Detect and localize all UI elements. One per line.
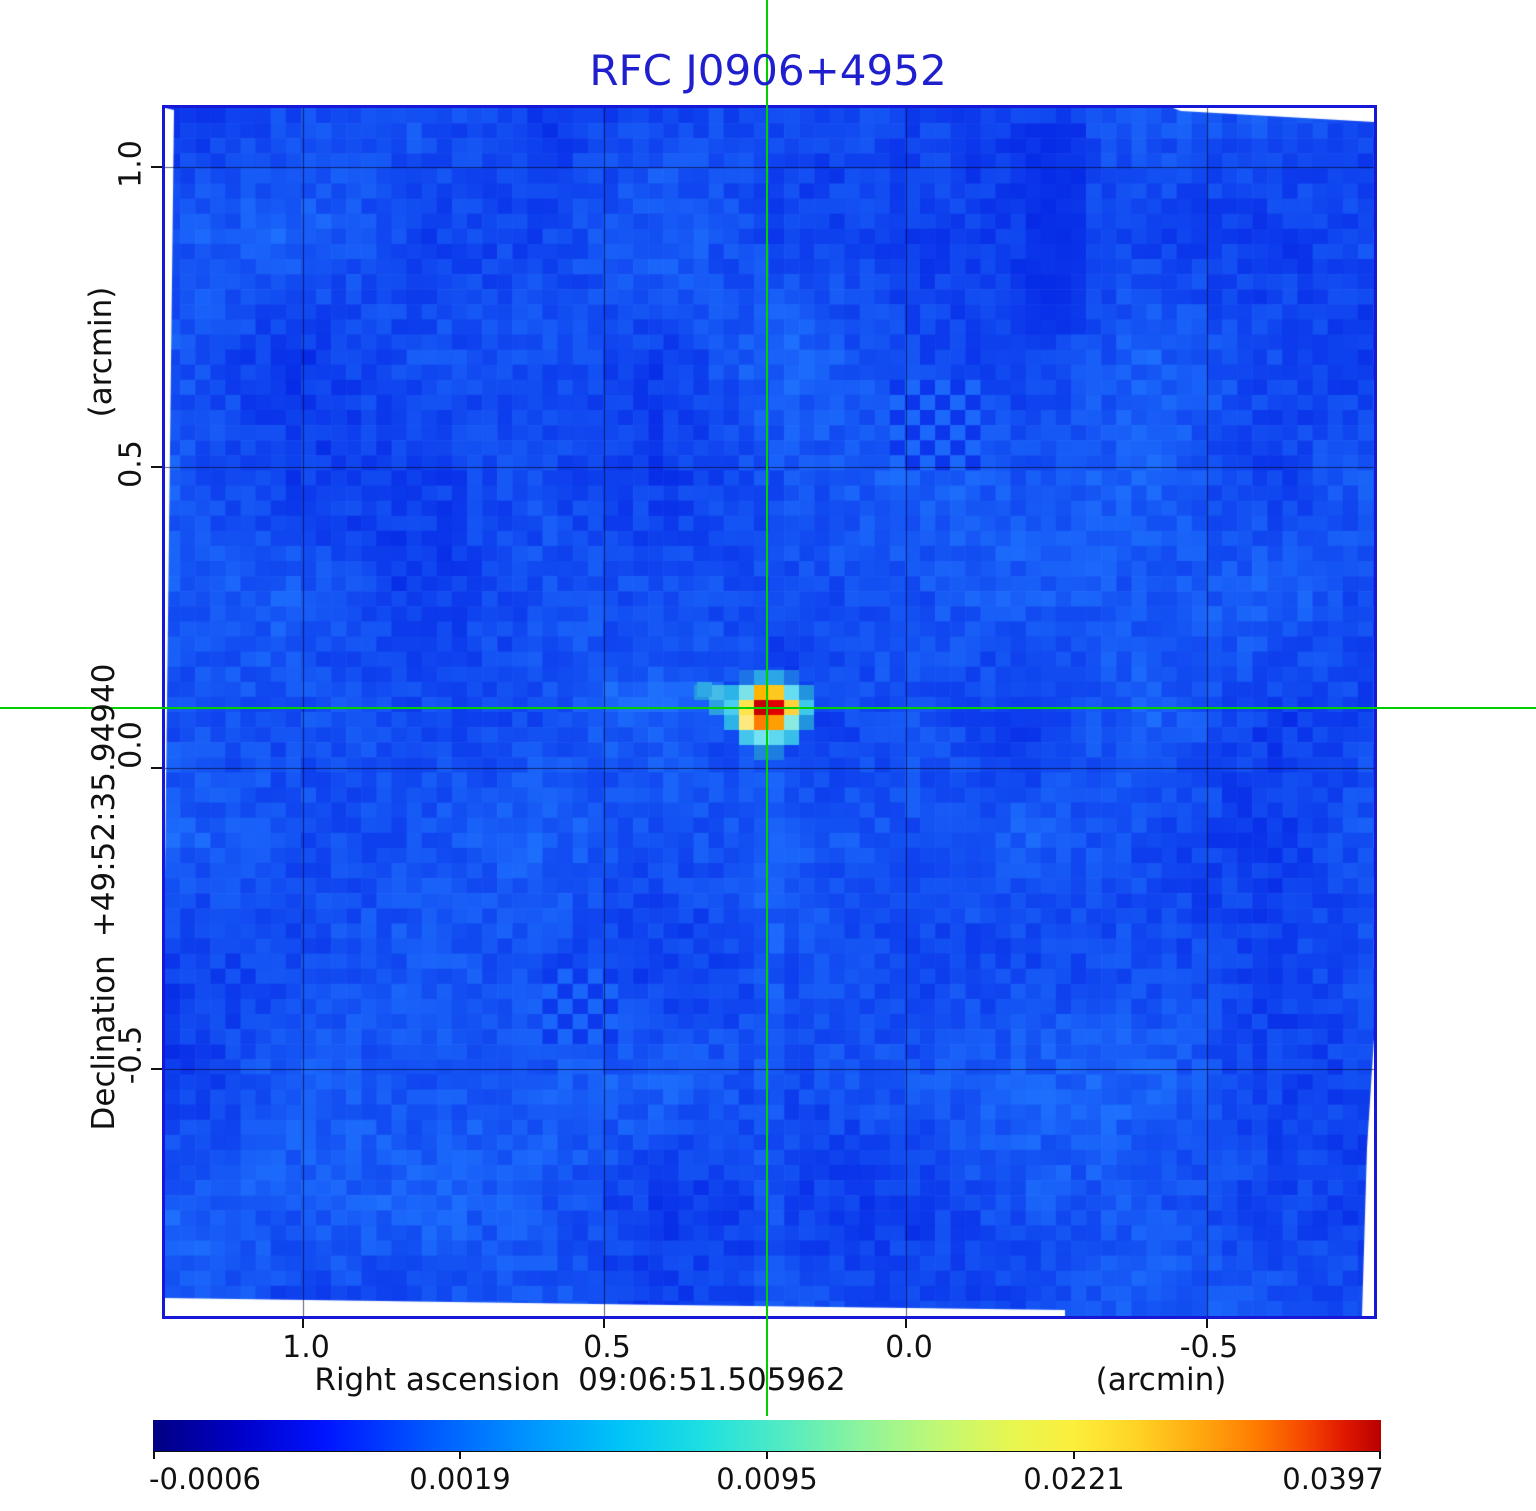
x-axis-label: Right ascension 09:06:51.505962 [314,1362,845,1398]
colorbar-tick [766,1452,768,1459]
crosshair-horizontal-line [0,707,1536,709]
x-axis-tick [603,1319,605,1328]
y-axis-unit: (arcmin) [83,287,119,418]
colorbar-label: 0.0095 [716,1462,818,1496]
page-title: RFC J0906+4952 [0,46,1536,95]
y-axis-label-text: Declination [86,955,122,1131]
x-axis-ra-value: 09:06:51.505962 [578,1362,846,1398]
sky-map-heatmap [165,108,1374,1316]
x-axis-tick [1206,1319,1208,1328]
y-tick-label: 0.5 [113,440,149,488]
x-axis-unit-text: (arcmin) [1095,1362,1227,1398]
colorbar-label: 0.0221 [1023,1462,1125,1496]
y-axis-tick [151,166,162,168]
x-tick-label: 0.5 [583,1330,631,1365]
colorbar-gradient [153,1420,1381,1452]
y-axis-dec-value: +49:52:35.94940 [86,663,122,938]
x-tick-label: 1.0 [282,1330,330,1365]
y-axis-tick [151,466,162,468]
plot-frame [162,105,1377,1319]
y-tick-label: 1.0 [113,140,149,188]
x-axis-tick [302,1319,304,1328]
x-axis-unit: (arcmin) [1096,1362,1227,1398]
y-axis-unit-text: (arcmin) [83,286,119,418]
y-axis-label: Declination +49:52:35.94940 [86,664,122,1131]
y-axis-tick [151,767,162,769]
colorbar-tick [459,1452,461,1459]
colorbar-label: 0.0019 [409,1462,511,1496]
source-name: RFC J0906+4952 [589,46,947,95]
x-tick-label: 0.0 [885,1330,933,1365]
x-tick-label: -0.5 [1179,1330,1239,1365]
colorbar-label: 0.0397 [1282,1462,1384,1496]
x-axis-tick [905,1319,907,1328]
x-axis-label-text: Right ascension [314,1362,561,1398]
colorbar-tick [1073,1452,1075,1459]
y-axis-tick [151,1068,162,1070]
colorbar-label: -0.0006 [149,1462,261,1496]
colorbar-tick [153,1452,155,1459]
colorbar-tick [1379,1452,1381,1459]
